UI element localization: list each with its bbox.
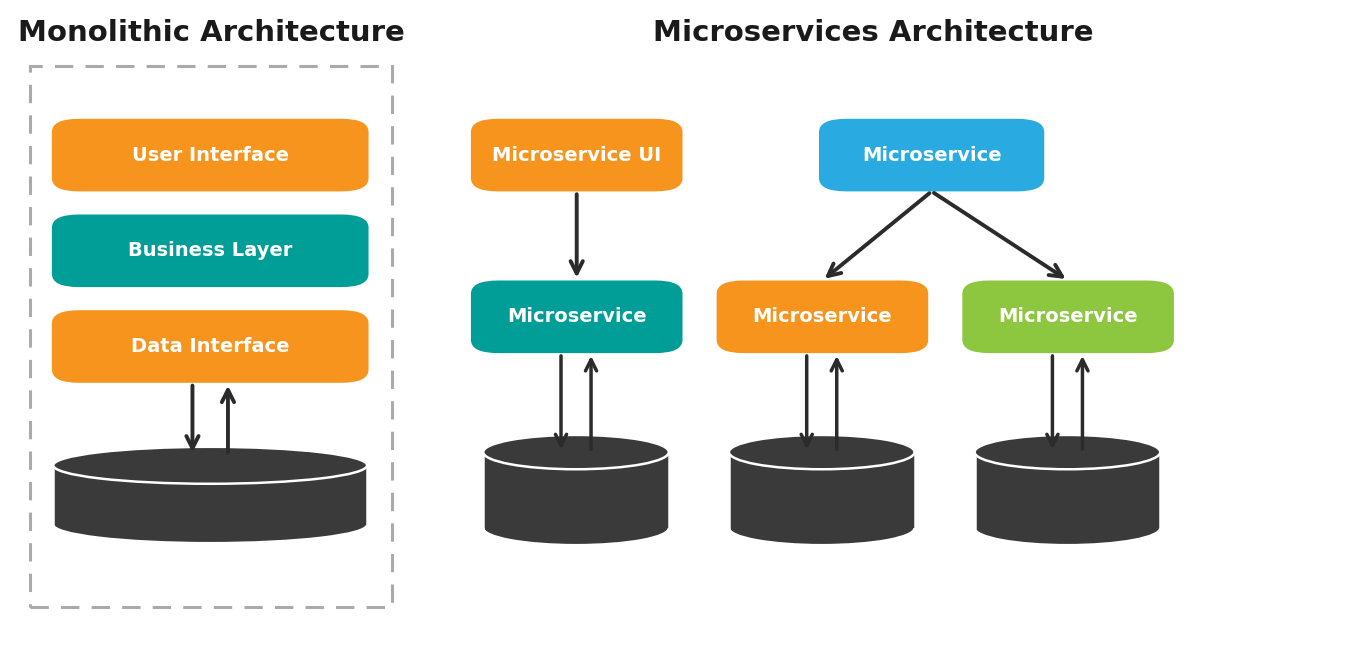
FancyBboxPatch shape xyxy=(52,214,369,287)
Bar xyxy=(729,452,915,528)
Ellipse shape xyxy=(53,506,367,543)
Bar xyxy=(483,452,669,528)
FancyBboxPatch shape xyxy=(717,280,928,353)
Bar xyxy=(729,452,915,528)
Text: Business Layer: Business Layer xyxy=(128,242,292,260)
Text: Microservice: Microservice xyxy=(506,308,647,326)
Ellipse shape xyxy=(975,511,1160,545)
Text: Data Interface: Data Interface xyxy=(131,337,289,356)
Ellipse shape xyxy=(483,511,669,545)
Ellipse shape xyxy=(975,435,1160,469)
Text: Microservices Architecture: Microservices Architecture xyxy=(654,19,1093,47)
Text: Microservice: Microservice xyxy=(752,308,893,326)
FancyBboxPatch shape xyxy=(52,310,369,383)
Text: User Interface: User Interface xyxy=(131,146,289,164)
Bar xyxy=(975,452,1160,528)
FancyBboxPatch shape xyxy=(52,119,369,191)
Ellipse shape xyxy=(729,435,915,469)
Ellipse shape xyxy=(53,447,367,484)
FancyBboxPatch shape xyxy=(471,119,682,191)
Text: Monolithic Architecture: Monolithic Architecture xyxy=(18,19,405,47)
Bar xyxy=(53,465,367,525)
Text: Microservice UI: Microservice UI xyxy=(493,146,661,164)
Bar xyxy=(53,465,367,525)
Bar xyxy=(975,452,1160,528)
Ellipse shape xyxy=(483,435,669,469)
FancyBboxPatch shape xyxy=(471,280,682,353)
Text: Microservice: Microservice xyxy=(861,146,1002,164)
Text: Microservice: Microservice xyxy=(998,308,1138,326)
Ellipse shape xyxy=(729,511,915,545)
FancyBboxPatch shape xyxy=(819,119,1044,191)
FancyBboxPatch shape xyxy=(962,280,1174,353)
Bar xyxy=(483,452,669,528)
